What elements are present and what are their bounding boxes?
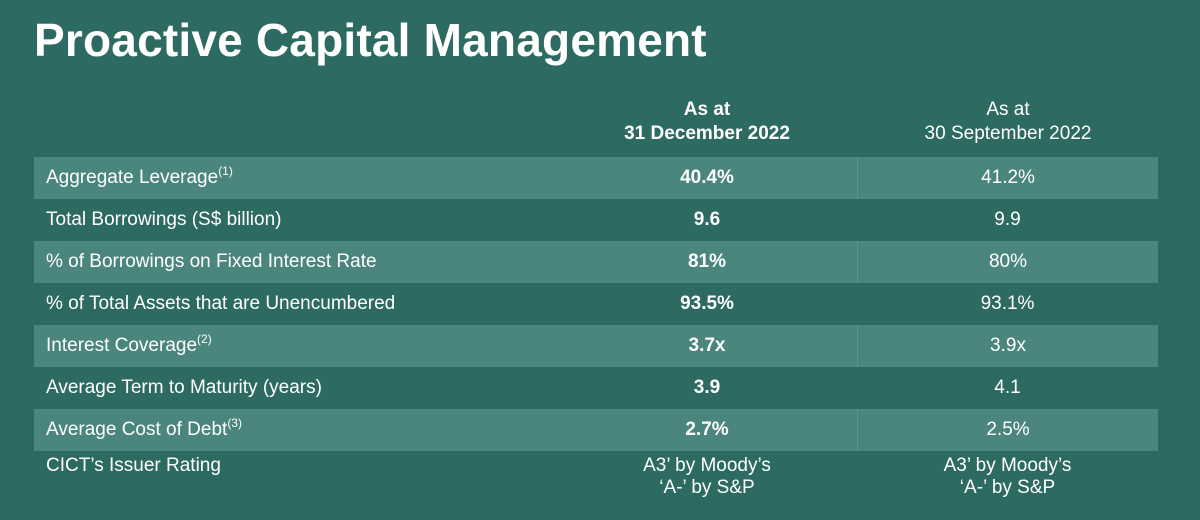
previous-value: 3.9x — [857, 325, 1158, 367]
footnote-marker: (3) — [227, 415, 242, 430]
footnote-marker: (1) — [218, 163, 233, 178]
row-label: Interest Coverage(2) — [46, 331, 212, 356]
column-header-previous-line1: As at — [986, 99, 1030, 120]
previous-rating-sp: ‘A-’ by S&P — [959, 477, 1056, 498]
current-value: 9.6 — [693, 209, 721, 230]
column-header-current-line2: 31 December 2022 — [624, 123, 790, 144]
row-label: % of Borrowings on Fixed Interest Rate — [46, 251, 377, 272]
previous-rating-moodys: A3’ by Moody’s — [943, 455, 1072, 476]
page-title: Proactive Capital Management — [34, 14, 707, 66]
current-rating-sp: ‘A-’ by S&P — [659, 477, 755, 498]
current-rating-moodys: A3’ by Moody’s — [643, 455, 771, 476]
column-header-current: As at 31 December 2022 — [557, 98, 857, 154]
table-row: Average Term to Maturity (years) 3.9 4.1 — [34, 367, 1158, 409]
previous-value: 80% — [857, 241, 1158, 283]
previous-value: 9.9 — [994, 209, 1021, 230]
table-row: Average Cost of Debt(3) 2.7% 2.5% — [34, 409, 1158, 451]
previous-rating: A3’ by Moody’s ‘A-’ by S&P — [857, 451, 1158, 511]
previous-value: 2.5% — [857, 409, 1158, 451]
row-label: Total Borrowings (S$ billion) — [46, 209, 282, 230]
previous-value: 41.2% — [857, 157, 1158, 199]
column-header-previous: As at 30 September 2022 — [858, 98, 1158, 154]
row-label: Average Term to Maturity (years) — [46, 377, 322, 398]
previous-value: 4.1 — [994, 377, 1021, 398]
column-header-current-line1: As at — [683, 99, 731, 120]
table-row: Total Borrowings (S$ billion) 9.6 9.9 — [34, 199, 1158, 241]
current-value: 81% — [687, 251, 727, 272]
current-value: 93.5% — [680, 293, 734, 314]
row-label: Average Cost of Debt(3) — [46, 415, 242, 440]
current-value: 2.7% — [685, 419, 729, 440]
row-label: CICT’s Issuer Rating — [46, 455, 221, 476]
current-value: 3.9 — [693, 377, 721, 398]
row-label: % of Total Assets that are Unencumbered — [46, 293, 396, 314]
table-row: Interest Coverage(2) 3.7x 3.9x — [34, 325, 1158, 367]
table-row: Aggregate Leverage(1) 40.4% 41.2% — [34, 157, 1158, 199]
previous-value: 93.1% — [980, 293, 1035, 314]
current-value: 3.7x — [688, 335, 726, 356]
current-rating: A3’ by Moody’s ‘A-’ by S&P — [557, 451, 857, 511]
table-row-rating: CICT’s Issuer Rating A3’ by Moody’s ‘A-’… — [34, 451, 1158, 511]
footnote-marker: (2) — [197, 331, 212, 346]
table-row: % of Total Assets that are Unencumbered … — [34, 283, 1158, 325]
capital-metrics-table: Aggregate Leverage(1) 40.4% 41.2% Total … — [34, 157, 1158, 511]
table-row: % of Borrowings on Fixed Interest Rate 8… — [34, 241, 1158, 283]
current-value: 40.4% — [680, 167, 734, 188]
column-header-previous-line2: 30 September 2022 — [924, 123, 1092, 144]
row-label: Aggregate Leverage(1) — [46, 163, 233, 188]
